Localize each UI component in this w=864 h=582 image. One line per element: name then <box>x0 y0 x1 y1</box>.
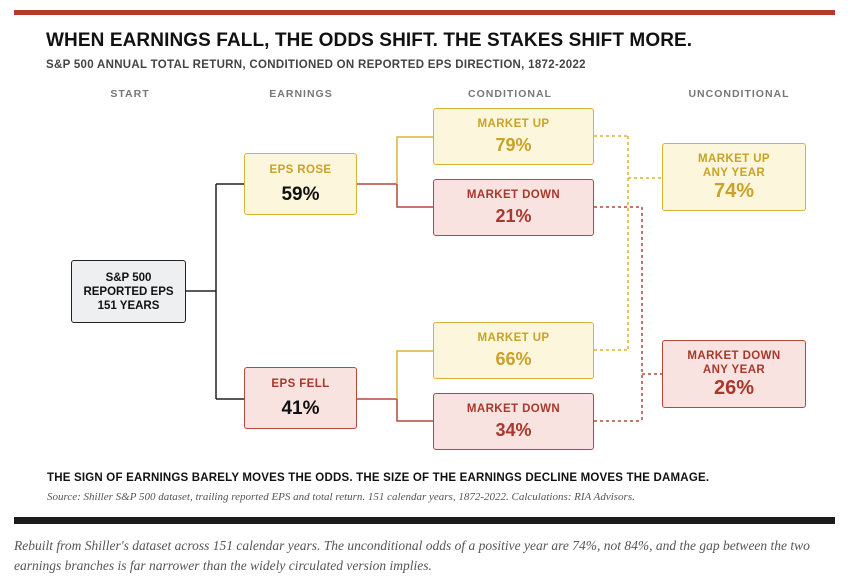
eps-fell-label: EPS FELL <box>271 377 330 390</box>
takeaway-text: THE SIGN OF EARNINGS BARELY MOVES THE OD… <box>47 472 710 484</box>
connector-rose-to-down <box>396 184 433 208</box>
unconditional-down-value: 26% <box>713 377 755 399</box>
unconditional-down-line1: MARKET DOWN <box>687 350 781 362</box>
rose-market-down-node: MARKET DOWN 21% <box>433 179 594 236</box>
rose-market-up-label: MARKET UP <box>477 118 550 130</box>
rose-market-down-label: MARKET DOWN <box>466 189 561 201</box>
connector-start-to-eps <box>186 183 244 400</box>
unconditional-up-line2: ANY YEAR <box>702 167 766 179</box>
tree-connectors <box>186 135 662 422</box>
eps-rose-label: EPS ROSE <box>269 163 332 176</box>
fell-market-down-value: 34% <box>495 420 532 440</box>
unconditional-down-line2: ANY YEAR <box>702 364 766 376</box>
start-node-line3: 151 YEARS <box>97 299 160 312</box>
column-header-conditional: CONDITIONAL <box>468 88 552 100</box>
dashed-down-merge <box>594 206 662 422</box>
source-note: Source: Shiller S&P 500 dataset, trailin… <box>47 491 635 503</box>
dashed-up-merge <box>594 135 662 351</box>
unconditional-up-node: MARKET UP ANY YEAR 74% <box>662 143 806 211</box>
column-header-earnings: EARNINGS <box>269 88 333 100</box>
start-node: S&P 500 REPORTED EPS 151 YEARS <box>71 260 186 323</box>
connector-rose-to-up <box>396 136 433 184</box>
eps-fell-node: EPS FELL 41% <box>244 367 357 429</box>
fell-market-down-node: MARKET DOWN 34% <box>433 393 594 450</box>
column-header-start: START <box>110 88 150 100</box>
fell-market-up-value: 66% <box>495 349 532 369</box>
start-node-line1: S&P 500 <box>105 271 152 284</box>
fell-market-up-node: MARKET UP 66% <box>433 322 594 379</box>
figure-panel: WHEN EARNINGS FALL, THE ODDS SHIFT. THE … <box>14 10 835 524</box>
rose-market-up-value: 79% <box>495 135 532 155</box>
unconditional-up-line1: MARKET UP <box>698 153 770 165</box>
fell-market-up-label: MARKET UP <box>477 332 550 344</box>
chart-title: WHEN EARNINGS FALL, THE ODDS SHIFT. THE … <box>46 30 693 51</box>
eps-fell-value: 41% <box>281 397 320 419</box>
start-node-line2: REPORTED EPS <box>83 285 174 298</box>
rose-market-up-node: MARKET UP 79% <box>433 108 594 165</box>
connector-fell-to-up <box>396 350 433 399</box>
eps-rose-value: 59% <box>281 183 320 205</box>
connector-fell-to-down <box>396 399 433 422</box>
rose-market-down-value: 21% <box>495 206 532 226</box>
fell-market-down-label: MARKET DOWN <box>466 403 561 415</box>
eps-rose-node: EPS ROSE 59% <box>244 153 357 215</box>
unconditional-down-node: MARKET DOWN ANY YEAR 26% <box>662 340 806 408</box>
bottom-rule <box>14 517 835 524</box>
chart-subtitle: S&P 500 ANNUAL TOTAL RETURN, CONDITIONED… <box>46 59 586 71</box>
column-header-unconditional: UNCONDITIONAL <box>688 88 790 100</box>
top-accent-bar <box>14 10 835 15</box>
figure-caption: Rebuilt from Shiller's dataset across 15… <box>14 538 810 573</box>
unconditional-up-value: 74% <box>713 180 755 202</box>
